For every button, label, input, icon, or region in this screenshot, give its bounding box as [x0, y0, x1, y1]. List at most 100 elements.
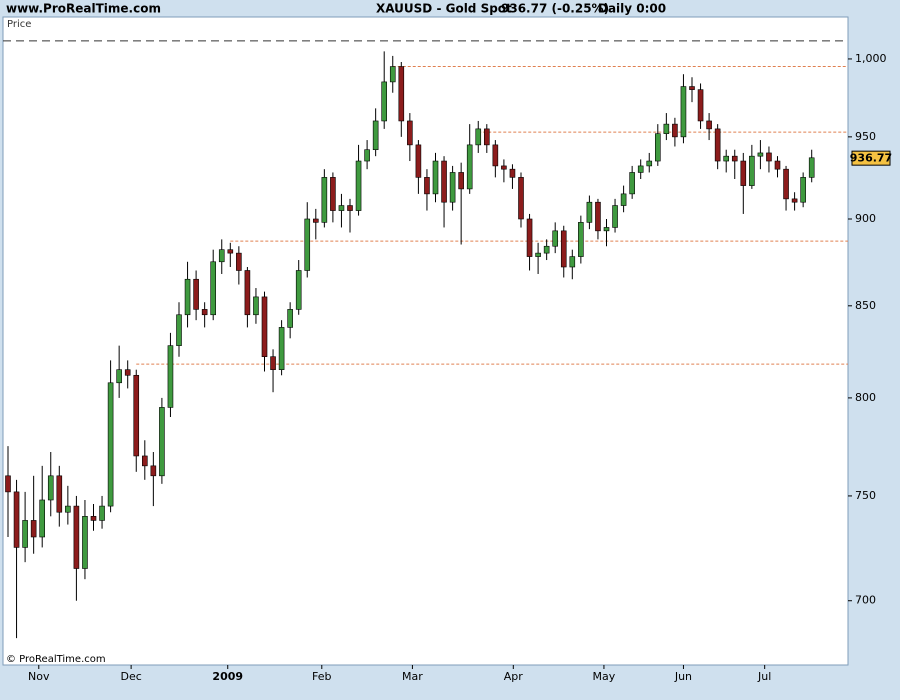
candle-body [629, 172, 635, 195]
candle-body [466, 144, 473, 190]
y-tick-label: 700 [855, 594, 876, 607]
candle-body [441, 160, 447, 203]
y-tick-label: 850 [855, 299, 876, 312]
candle-body [543, 245, 550, 254]
candle-body [184, 278, 191, 316]
candle-body [672, 123, 678, 138]
candle-body [749, 155, 755, 186]
candle-body [176, 314, 182, 346]
candle-body [338, 205, 345, 211]
candle-body [321, 177, 328, 223]
candle-body [82, 516, 88, 569]
candle-body [159, 407, 165, 477]
quote: 936.77 (-0.25%) [501, 2, 609, 16]
candle-body [124, 369, 131, 376]
candle-body [30, 520, 37, 538]
x-tick-label: May [593, 670, 616, 683]
last-price-box [851, 150, 891, 166]
candle-body [201, 309, 208, 316]
candle-body [552, 230, 559, 247]
candle-body [22, 520, 28, 548]
candle-body [142, 455, 148, 467]
candle-body [518, 177, 524, 220]
candle-body [509, 168, 516, 178]
candle-body [312, 218, 319, 223]
candle-body [295, 270, 302, 310]
candle-body [680, 86, 687, 138]
candle-body [612, 205, 618, 228]
y-tick-label: 1,000 [855, 52, 887, 65]
x-tick-label: Jul [757, 670, 771, 683]
candle-body [578, 222, 584, 257]
candle-body [210, 261, 216, 316]
candle-body [492, 144, 499, 167]
chart-title: XAUUSD - Gold Spot [376, 2, 512, 16]
candle-body [407, 120, 413, 146]
candle-body [637, 165, 644, 173]
y-tick-label: 800 [855, 391, 876, 404]
candle-body [364, 149, 370, 162]
candle-body [65, 505, 71, 513]
candle-body [475, 128, 482, 146]
candle-body [372, 120, 379, 151]
candle-body [244, 270, 251, 316]
candle-body [39, 499, 46, 538]
candle-body [535, 252, 541, 257]
candle-body [116, 369, 122, 384]
candle-body [398, 66, 405, 122]
candle-body [740, 160, 747, 186]
last-price-label: 936.77 [850, 152, 892, 165]
candle-body [13, 491, 20, 548]
candle-body [167, 345, 174, 408]
candle-body [458, 172, 464, 190]
candle-body [620, 193, 627, 206]
copyright: © ProRealTime.com [6, 654, 106, 665]
candle-body [389, 66, 396, 83]
candle-body [714, 128, 721, 162]
candle-body [270, 356, 276, 370]
candle-body [236, 252, 242, 271]
candle-body [800, 177, 806, 203]
x-tick-label: Mar [402, 670, 423, 683]
candle-body [783, 168, 789, 200]
site-name: www.ProRealTime.com [6, 2, 161, 16]
candle-body [56, 475, 63, 513]
candle-body [663, 123, 670, 134]
candle-body [47, 475, 54, 501]
candle-body [133, 374, 140, 457]
candle-body [5, 475, 11, 493]
candle-body [278, 327, 285, 370]
x-tick-label: Nov [28, 670, 50, 683]
candle-body [757, 152, 764, 157]
candle-body [526, 218, 533, 257]
candle-body [791, 198, 798, 203]
candle-body [654, 133, 661, 162]
x-tick-label: Jun [674, 670, 692, 683]
candle-body [107, 382, 114, 507]
candle-body [261, 296, 268, 357]
candle-body [646, 160, 653, 167]
candle-body [560, 230, 567, 268]
candle-body [415, 144, 422, 178]
y-tick-label: 750 [855, 489, 876, 502]
candle-body [449, 172, 456, 203]
candle-body [304, 218, 311, 271]
panel-label: Price [7, 19, 31, 30]
candle-body [355, 160, 362, 211]
candle-body [193, 278, 199, 310]
candle-body [90, 516, 97, 521]
candle-body [330, 177, 336, 211]
candle-body [347, 205, 353, 211]
interval: Daily 0:00 [598, 2, 666, 16]
y-tick-label: 900 [855, 212, 876, 225]
candle-body [483, 128, 490, 146]
candle-body [227, 249, 234, 254]
candle-body [766, 152, 772, 162]
candle-body [706, 120, 712, 130]
candle-body [723, 155, 730, 162]
candle-body [586, 201, 593, 223]
candle-body [689, 86, 695, 90]
candle-body [501, 165, 507, 170]
candle-body [218, 249, 225, 263]
